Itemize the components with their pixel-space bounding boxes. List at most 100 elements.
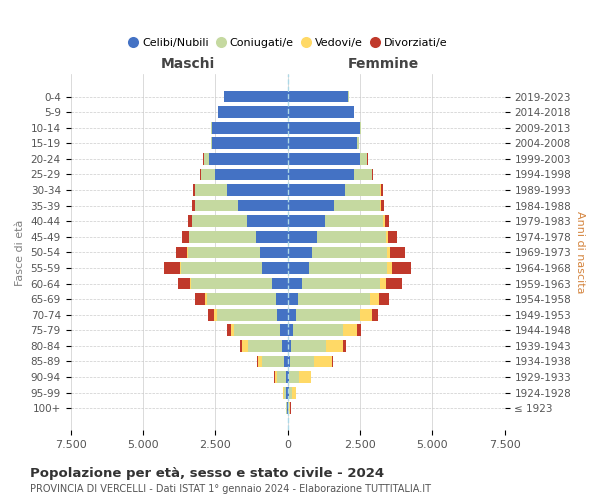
Bar <box>343 340 346 352</box>
Bar <box>287 324 293 336</box>
Bar <box>388 231 397 242</box>
Bar <box>332 356 334 368</box>
Bar <box>296 309 360 320</box>
Bar <box>372 168 373 180</box>
Bar <box>201 168 215 180</box>
Bar <box>276 294 287 305</box>
Bar <box>360 309 371 320</box>
Bar <box>193 184 195 196</box>
Bar <box>312 246 388 258</box>
Legend: Celibi/Nubili, Coniugati/e, Vedovi/e, Divorziati/e: Celibi/Nubili, Coniugati/e, Vedovi/e, Di… <box>123 34 452 52</box>
Bar <box>302 278 380 289</box>
Bar <box>309 262 388 274</box>
Bar <box>277 371 286 383</box>
Bar <box>286 402 287 414</box>
Bar <box>195 200 238 211</box>
Bar <box>227 324 230 336</box>
Bar <box>260 246 287 258</box>
Bar <box>287 106 354 118</box>
Bar <box>334 200 380 211</box>
Text: Femmine: Femmine <box>347 57 419 71</box>
Bar <box>288 402 289 414</box>
Bar <box>262 262 287 274</box>
Bar <box>287 122 360 134</box>
Bar <box>211 122 212 134</box>
Bar <box>192 200 195 211</box>
Bar <box>388 246 391 258</box>
Bar <box>388 262 392 274</box>
Bar <box>287 246 312 258</box>
Bar <box>287 387 289 398</box>
Bar <box>188 216 192 227</box>
Bar <box>206 294 276 305</box>
Bar <box>289 402 290 414</box>
Bar <box>299 371 311 383</box>
Bar <box>238 200 287 211</box>
Text: Maschi: Maschi <box>161 57 215 71</box>
Bar <box>217 309 277 320</box>
Bar <box>257 356 258 368</box>
Bar <box>164 262 180 274</box>
Bar <box>258 356 262 368</box>
Bar <box>239 340 242 352</box>
Bar <box>191 278 272 289</box>
Bar <box>182 231 189 242</box>
Bar <box>287 371 289 383</box>
Bar <box>211 138 212 149</box>
Bar <box>289 371 299 383</box>
Bar <box>230 324 234 336</box>
Bar <box>256 231 287 242</box>
Bar <box>215 168 287 180</box>
Bar <box>360 122 361 134</box>
Bar <box>287 262 309 274</box>
Bar <box>287 90 349 102</box>
Bar <box>391 246 405 258</box>
Bar <box>346 184 380 196</box>
Bar <box>325 216 383 227</box>
Bar <box>289 387 292 398</box>
Bar <box>386 278 402 289</box>
Bar <box>381 184 383 196</box>
Bar <box>242 340 248 352</box>
Bar <box>392 262 410 274</box>
Bar <box>381 200 384 211</box>
Bar <box>357 138 359 149</box>
Bar <box>280 324 287 336</box>
Bar <box>343 324 357 336</box>
Bar <box>218 106 287 118</box>
Y-axis label: Fasce di età: Fasce di età <box>15 219 25 286</box>
Bar <box>224 90 287 102</box>
Bar <box>292 340 326 352</box>
Bar <box>354 168 371 180</box>
Bar <box>190 278 191 289</box>
Bar <box>287 168 354 180</box>
Bar <box>360 153 367 164</box>
Bar <box>383 216 385 227</box>
Text: PROVINCIA DI VERCELLI - Dati ISTAT 1° gennaio 2024 - Elaborazione TUTTITALIA.IT: PROVINCIA DI VERCELLI - Dati ISTAT 1° ge… <box>30 484 431 494</box>
Bar <box>386 231 388 242</box>
Bar <box>287 340 292 352</box>
Bar <box>284 356 287 368</box>
Y-axis label: Anni di nascita: Anni di nascita <box>575 211 585 294</box>
Bar <box>357 324 361 336</box>
Bar <box>379 294 389 305</box>
Bar <box>203 153 209 164</box>
Bar <box>287 216 325 227</box>
Bar <box>277 309 287 320</box>
Bar <box>212 122 287 134</box>
Bar <box>247 216 287 227</box>
Bar <box>195 184 227 196</box>
Bar <box>272 278 287 289</box>
Bar <box>287 153 360 164</box>
Bar <box>189 231 256 242</box>
Bar <box>287 138 357 149</box>
Bar <box>287 309 296 320</box>
Bar <box>227 184 287 196</box>
Bar <box>317 231 386 242</box>
Bar <box>262 356 284 368</box>
Bar <box>286 371 287 383</box>
Bar <box>192 216 247 227</box>
Bar <box>181 262 262 274</box>
Bar <box>298 294 370 305</box>
Bar <box>314 356 332 368</box>
